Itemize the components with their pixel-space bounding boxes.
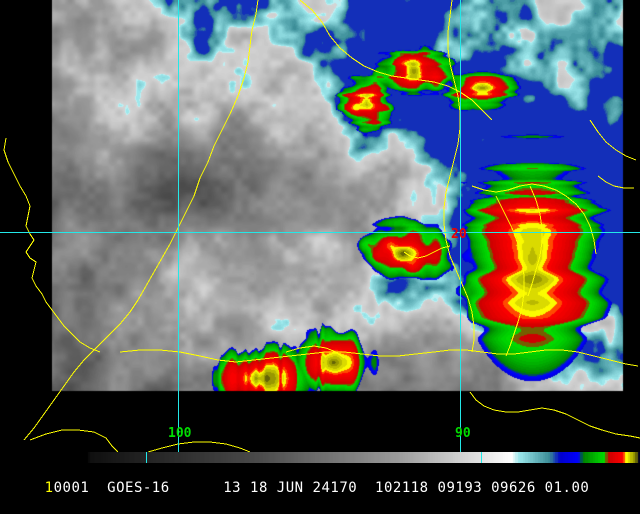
satellite-image-panel[interactable]: 100 90 20	[0, 0, 640, 452]
frame-number: 1	[44, 480, 54, 496]
colorbar-tick-right	[481, 452, 482, 463]
longitude-label-90: 90	[455, 426, 471, 441]
satellite-infrared-raster[interactable]	[0, 0, 640, 452]
statusbar-indent	[36, 480, 45, 496]
colorbar-gradient	[0, 452, 640, 463]
statusbar-text: 0001 GOES-16 13 18 JUN 24170 102118 0919…	[53, 480, 640, 496]
latitude-20-label: 20	[451, 227, 467, 242]
colorbar-tick-left	[146, 452, 147, 463]
image-status-bar: 10001 GOES-16 13 18 JUN 24170 102118 091…	[0, 463, 640, 496]
enhancement-colorbar[interactable]	[0, 452, 640, 463]
mcidas-image-display: 100 90 20 10001 GOES-16 13 18 JUN 24170 …	[0, 0, 640, 496]
longitude-label-100: 100	[168, 426, 192, 441]
